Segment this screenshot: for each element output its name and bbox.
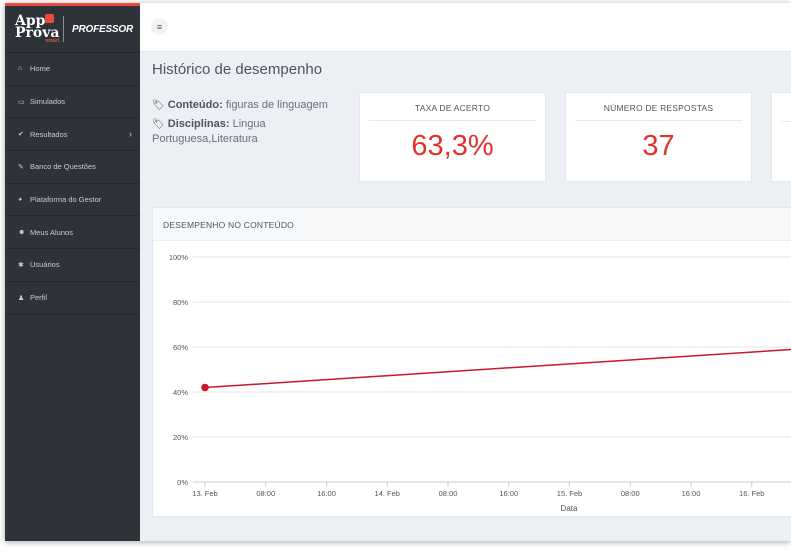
sidebar-toggle-button[interactable]: ≡ (151, 18, 168, 35)
disciplines-row: 🏷 Disciplinas: Lingua Portuguesa,Literat… (152, 117, 357, 147)
users-icon: ☻ (18, 228, 26, 236)
hamburger-icon: ≡ (156, 21, 163, 32)
stat-label: NÚMERO DE RESPOSTAS (603, 103, 714, 113)
divider (575, 120, 742, 121)
user-icon: ♟ (18, 294, 25, 302)
sidebar-item-resultados[interactable]: ✔ Resultados › (5, 118, 140, 152)
y-tick-label: 100% (169, 253, 189, 262)
sidebar-item-label: Resultados (30, 129, 68, 139)
x-tick-label: 16:00 (682, 489, 701, 498)
disciplines-label: Disciplinas: (167, 118, 230, 130)
sidebar-item-label: Simulados (30, 97, 66, 107)
x-axis-label: Data (561, 504, 578, 513)
top-navbar: ≡ (140, 3, 791, 52)
dashboard-icon: ◕ (18, 196, 23, 204)
y-tick-label: 20% (173, 433, 188, 442)
chevron-right-icon: › (129, 129, 132, 140)
sidebar-item-meus-alunos[interactable]: ☻ Meus Alunos (5, 216, 140, 250)
sidebar-item-label: Plataforma do Gestor (30, 195, 102, 205)
app-logo: App Prova smart (15, 12, 60, 44)
sidebar-item-label: Home (30, 64, 51, 74)
sidebar-item-label: Usuários (30, 260, 60, 270)
panel-title: DESEMPENHO NO CONTEÚDO (153, 208, 791, 241)
stat-value: 63,3% (411, 130, 494, 162)
series-line (204, 348, 791, 389)
logo-smart-text: smart (45, 37, 59, 44)
home-icon: ⌂ (18, 65, 23, 73)
content-row: 🏷 Conteúdo: figuras de linguagem (152, 98, 357, 113)
x-tick-label: 14. Feb (375, 489, 400, 498)
content-value: figuras de linguagem (225, 99, 328, 111)
stat-card-partial (771, 92, 791, 182)
laptop-icon: ▭ (18, 98, 25, 106)
y-tick-label: 40% (173, 388, 188, 397)
performance-line-chart: 0% 20% 40% 60% 80% 100% 13. Feb 08:00 16:00 14. F… (169, 253, 791, 513)
logo-text-line2: Prova (15, 24, 60, 41)
x-tick-label: 08:00 (621, 489, 640, 498)
brand-divider (63, 16, 64, 42)
sidebar-item-label: Meus Alunos (30, 227, 73, 237)
stat-value: 37 (642, 130, 675, 162)
x-tick-label: 08:00 (256, 489, 275, 498)
y-tick-label: 80% (173, 298, 188, 307)
logo-text-line1: App (15, 12, 46, 29)
x-tick-label: 13. Feb (192, 489, 217, 498)
sidebar-item-label: Banco de Questões (30, 162, 96, 172)
tag-icon: 🏷 (152, 119, 165, 130)
edit-icon: ✎ (18, 163, 24, 171)
gear-icon: ✱ (18, 261, 24, 269)
x-tick-label: 16. Feb (739, 489, 764, 498)
page-title: Histórico de desempenho (152, 61, 323, 78)
sidebar-item-banco-de-questoes[interactable]: ✎ Banco de Questões (5, 151, 140, 184)
check-icon: ✔ (18, 131, 24, 139)
tag-icon: 🏷 (152, 100, 165, 111)
divider (369, 120, 536, 121)
divider (781, 121, 791, 122)
disciplines-value: Lingua Portuguesa,Literatura (152, 118, 266, 145)
logo-badge-icon (45, 13, 54, 23)
x-tick-label: 15. Feb (557, 489, 582, 498)
y-tick-label: 60% (173, 343, 188, 352)
stat-card-responses: NÚMERO DE RESPOSTAS 37 (565, 92, 752, 182)
x-tick-label: 08:00 (439, 489, 458, 498)
x-tick-label: 16:00 (499, 489, 518, 498)
data-point (201, 383, 209, 392)
sidebar-item-perfil[interactable]: ♟ Perfil (5, 282, 140, 315)
sidebar: App Prova smart PROFESSOR ⌂ Home ▭ Simul… (5, 3, 140, 541)
x-tick-label: 16:00 (317, 489, 336, 498)
performance-panel: DESEMPENHO NO CONTEÚDO 0% 20% 40% 60% 80% 100… (152, 207, 791, 517)
main-content: Histórico de desempenho 🏷 Conteúdo: figu… (140, 52, 791, 541)
content-label: Conteúdo: (167, 99, 223, 111)
sidebar-item-usuarios[interactable]: ✱ Usuários (5, 249, 140, 282)
stat-label: TAXA DE ACERTO (414, 103, 491, 113)
sidebar-item-label: Perfil (30, 293, 48, 303)
stat-card-accuracy: TAXA DE ACERTO 63,3% (359, 92, 546, 182)
brand[interactable]: App Prova smart PROFESSOR (5, 6, 140, 53)
y-tick-label: 0% (177, 478, 188, 487)
content-meta: 🏷 Conteúdo: figuras de linguagem 🏷 Disci… (152, 98, 357, 151)
sidebar-item-plataforma-do-gestor[interactable]: ◕ Plataforma do Gestor (5, 184, 140, 217)
brand-role: PROFESSOR (72, 23, 133, 35)
sidebar-item-home[interactable]: ⌂ Home (5, 53, 140, 86)
app-window: App Prova smart PROFESSOR ⌂ Home ▭ Simul… (5, 3, 791, 541)
sidebar-item-simulados[interactable]: ▭ Simulados (5, 86, 140, 119)
